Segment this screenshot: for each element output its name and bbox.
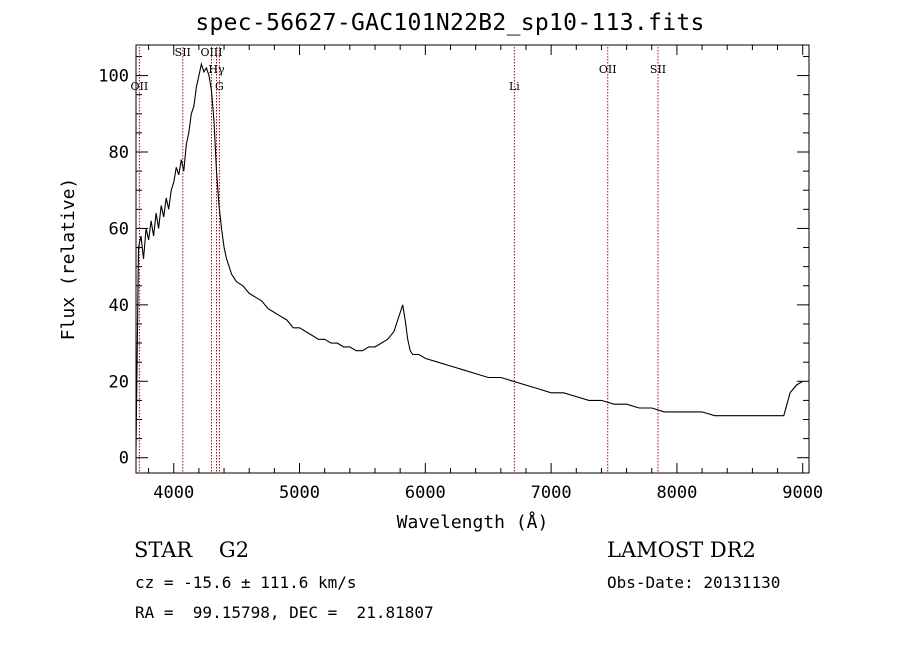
spectrum-series (135, 61, 803, 451)
line-marker-label: OII (599, 63, 617, 76)
spectrum-line (135, 61, 803, 451)
observation-date-label: Obs-Date: 20131130 (607, 573, 781, 592)
y-tick-label: 20 (109, 372, 129, 392)
x-tick-label: 9000 (782, 483, 823, 503)
plot-axes (135, 44, 810, 474)
redshift-velocity-label: cz = -15.6 ± 111.6 km/s (135, 573, 357, 592)
line-marker-label: OII (131, 80, 149, 93)
line-marker-label: Li (509, 80, 520, 93)
y-tick-label: 100 (98, 67, 129, 87)
x-tick-label: 8000 (656, 483, 697, 503)
y-axis-title: Flux (relative) (58, 178, 79, 341)
x-axis-title: Wavelength (Å) (397, 511, 549, 533)
x-tick-label: 5000 (279, 483, 320, 503)
line-marker-label: Hγ (208, 63, 225, 76)
survey-label: LAMOST DR2 (607, 538, 756, 562)
line-marker-label: SII (650, 63, 666, 76)
y-tick-label: 40 (109, 296, 129, 316)
coordinates-label: RA = 99.15798, DEC = 21.81807 (135, 603, 434, 622)
axis-labels: 4000 5000 6000 7000 8000 9000 0 20 40 60 80 100 Wave… (58, 46, 823, 533)
object-class-label: STAR G2 (134, 538, 250, 562)
plot-frame (135, 44, 810, 474)
y-tick-label: 60 (109, 219, 129, 239)
x-tick-label: 7000 (531, 483, 572, 503)
line-marker-label: G (215, 80, 224, 93)
chart-title: spec-56627-GAC101N22B2_sp10-113.fits (195, 10, 705, 36)
y-tick-label: 0 (119, 449, 129, 469)
line-marker-label: SII (175, 46, 191, 59)
emission-line-markers (138, 47, 659, 473)
line-marker-label: OIII (200, 46, 222, 59)
x-tick-label: 4000 (153, 483, 194, 503)
x-tick-label: 6000 (405, 483, 446, 503)
y-tick-label: 80 (109, 143, 129, 163)
